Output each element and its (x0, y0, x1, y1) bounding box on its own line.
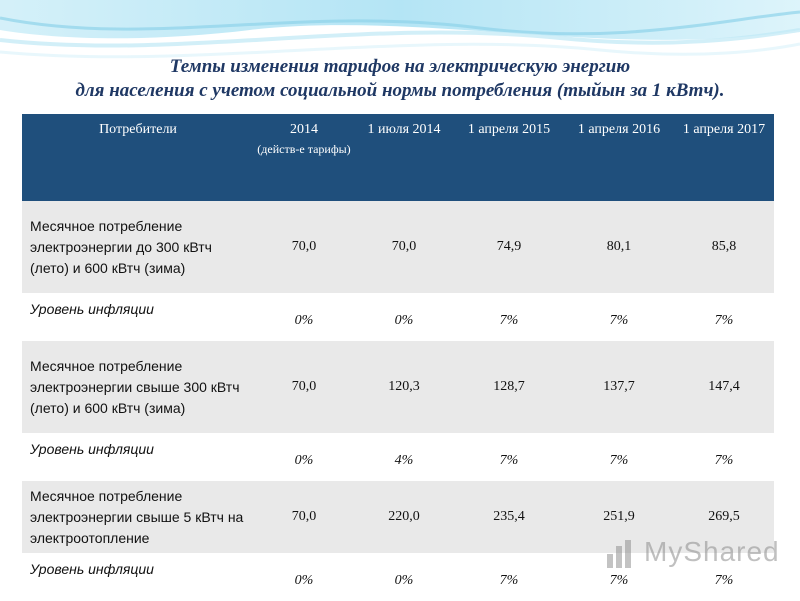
cell-value: 74,9 (454, 201, 564, 293)
table-row: Уровень инфляции 0% 0% 7% 7% 7% (22, 553, 774, 601)
cell-value: 147,4 (674, 341, 774, 433)
cell-value: 0% (254, 553, 354, 601)
cell-value: 7% (454, 433, 564, 481)
header-april-2015: 1 апреля 2015 (454, 114, 564, 201)
slide-title: Темпы изменения тарифов на электрическую… (0, 55, 800, 103)
cell-value: 7% (564, 553, 674, 601)
cell-value: 7% (674, 293, 774, 341)
cell-value: 0% (254, 433, 354, 481)
row-label: Уровень инфляции (22, 293, 254, 341)
cell-value: 251,9 (564, 481, 674, 553)
tariff-table: Потребители 2014 (действ-е тарифы) 1 июля… (22, 114, 774, 601)
row-label: Месячное потребление электроэнергии до 3… (22, 201, 254, 293)
cell-value: 269,5 (674, 481, 774, 553)
title-line-2: для населения с учетом социальной нормы … (75, 80, 725, 101)
cell-value: 4% (354, 433, 454, 481)
cell-value: 7% (674, 553, 774, 601)
table-row: Уровень инфляции 0% 4% 7% 7% 7% (22, 433, 774, 481)
title-line-1: Темпы изменения тарифов на электрическую… (169, 56, 631, 77)
table-row: Месячное потребление электроэнергии свыш… (22, 481, 774, 553)
cell-value: 7% (454, 293, 564, 341)
header-july-2014: 1 июля 2014 (354, 114, 454, 201)
cell-value: 0% (354, 553, 454, 601)
header-april-2017: 1 апреля 2017 (674, 114, 774, 201)
table-row: Месячное потребление электроэнергии до 3… (22, 201, 774, 293)
cell-value: 128,7 (454, 341, 564, 433)
cell-value: 7% (454, 553, 564, 601)
cell-value: 70,0 (254, 201, 354, 293)
table-row: Месячное потребление электроэнергии свыш… (22, 341, 774, 433)
cell-value: 0% (254, 293, 354, 341)
header-april-2016: 1 апреля 2016 (564, 114, 674, 201)
cell-value: 220,0 (354, 481, 454, 553)
row-label: Месячное потребление электроэнергии свыш… (22, 341, 254, 433)
cell-value: 7% (564, 293, 674, 341)
table-header-row: Потребители 2014 (действ-е тарифы) 1 июля… (22, 114, 774, 201)
cell-value: 85,8 (674, 201, 774, 293)
row-label: Месячное потребление электроэнергии свыш… (22, 481, 254, 553)
cell-value: 7% (564, 433, 674, 481)
row-label: Уровень инфляции (22, 553, 254, 601)
row-label: Уровень инфляции (22, 433, 254, 481)
cell-value: 0% (354, 293, 454, 341)
header-consumers: Потребители (22, 114, 254, 201)
header-2014: 2014 (действ-е тарифы) (254, 114, 354, 201)
table-row: Уровень инфляции 0% 0% 7% 7% 7% (22, 293, 774, 341)
cell-value: 70,0 (254, 341, 354, 433)
cell-value: 80,1 (564, 201, 674, 293)
cell-value: 235,4 (454, 481, 564, 553)
cell-value: 70,0 (254, 481, 354, 553)
cell-value: 137,7 (564, 341, 674, 433)
cell-value: 70,0 (354, 201, 454, 293)
cell-value: 120,3 (354, 341, 454, 433)
cell-value: 7% (674, 433, 774, 481)
